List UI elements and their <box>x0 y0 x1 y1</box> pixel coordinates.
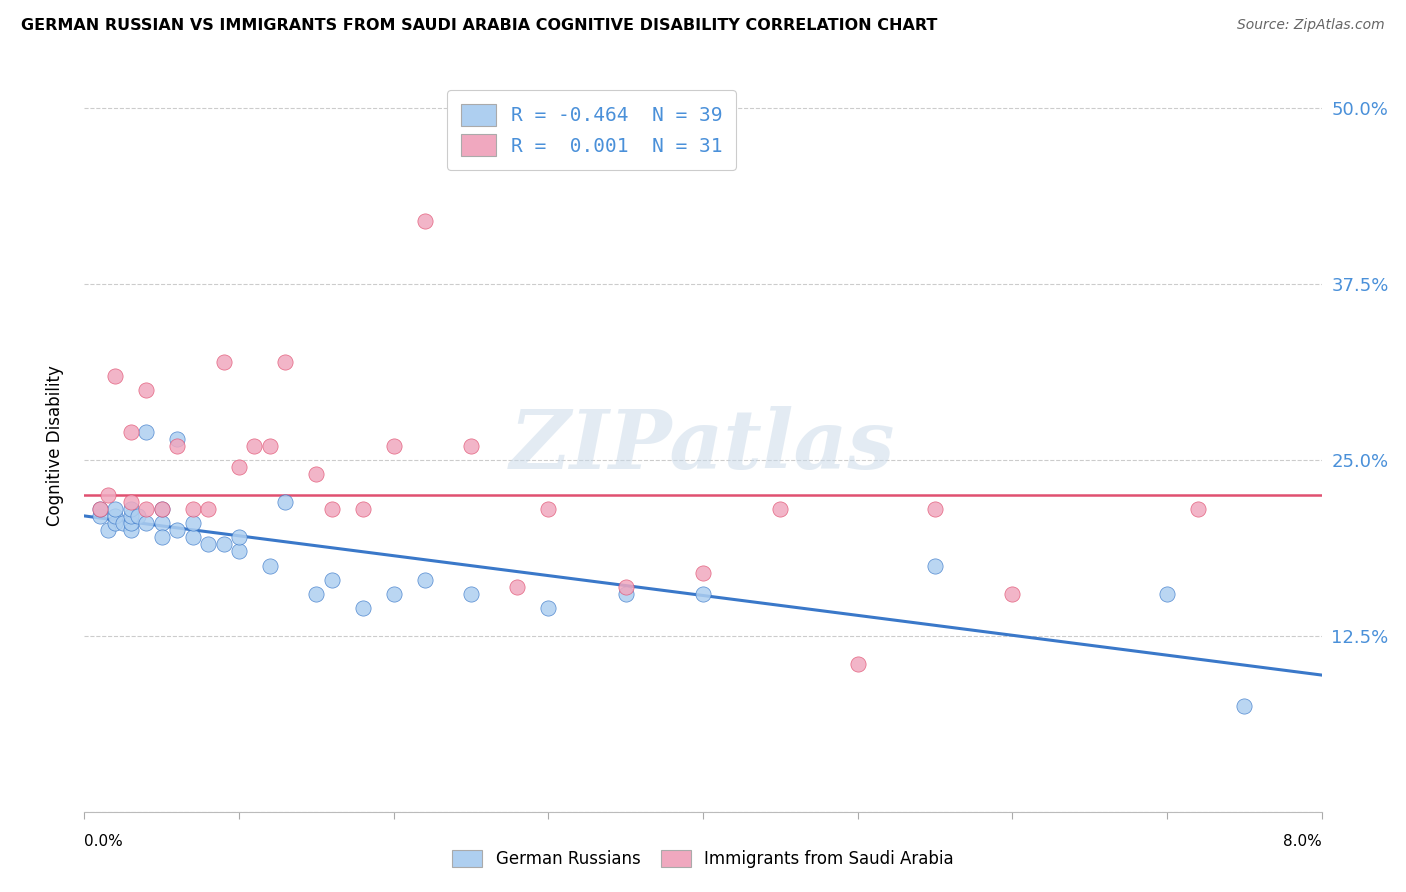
Point <box>274 495 297 509</box>
Point <box>321 573 343 587</box>
Point <box>166 432 188 446</box>
Point <box>150 502 173 516</box>
Point <box>846 657 869 671</box>
Point <box>128 509 150 524</box>
Point <box>352 600 374 615</box>
Text: 8.0%: 8.0% <box>1282 834 1322 849</box>
Point <box>769 502 792 516</box>
Point <box>96 488 120 502</box>
Point <box>305 587 328 601</box>
Point <box>212 354 235 368</box>
Point <box>135 425 157 439</box>
Point <box>259 558 281 573</box>
Point <box>104 516 127 531</box>
Point <box>1187 502 1209 516</box>
Legend: R = -0.464  N = 39, R =  0.001  N = 31: R = -0.464 N = 39, R = 0.001 N = 31 <box>447 90 737 169</box>
Text: ZIPatlas: ZIPatlas <box>510 406 896 486</box>
Text: GERMAN RUSSIAN VS IMMIGRANTS FROM SAUDI ARABIA COGNITIVE DISABILITY CORRELATION : GERMAN RUSSIAN VS IMMIGRANTS FROM SAUDI … <box>21 18 938 33</box>
Point <box>120 516 142 531</box>
Point <box>352 502 374 516</box>
Point <box>305 467 328 482</box>
Legend: German Russians, Immigrants from Saudi Arabia: German Russians, Immigrants from Saudi A… <box>446 843 960 875</box>
Point <box>413 214 436 228</box>
Point <box>104 502 127 516</box>
Point <box>150 530 173 544</box>
Point <box>120 495 142 509</box>
Point <box>135 502 157 516</box>
Text: Source: ZipAtlas.com: Source: ZipAtlas.com <box>1237 18 1385 32</box>
Point <box>924 502 946 516</box>
Point <box>120 502 142 516</box>
Point <box>135 516 157 531</box>
Point <box>197 502 219 516</box>
Point <box>692 566 714 580</box>
Point <box>614 580 637 594</box>
Y-axis label: Cognitive Disability: Cognitive Disability <box>45 366 63 526</box>
Point <box>460 439 482 453</box>
Point <box>460 587 482 601</box>
Point <box>181 502 204 516</box>
Point <box>89 509 111 524</box>
Point <box>120 524 142 538</box>
Point <box>120 509 142 524</box>
Point <box>150 516 173 531</box>
Point <box>181 516 204 531</box>
Point <box>96 524 120 538</box>
Point <box>382 587 405 601</box>
Point <box>413 573 436 587</box>
Point <box>181 530 204 544</box>
Point <box>243 439 266 453</box>
Point <box>212 537 235 551</box>
Point <box>150 502 173 516</box>
Point <box>274 354 297 368</box>
Point <box>104 368 127 383</box>
Point <box>382 439 405 453</box>
Point <box>166 524 188 538</box>
Point <box>537 502 560 516</box>
Point <box>924 558 946 573</box>
Point <box>228 544 250 558</box>
Point <box>1233 699 1256 714</box>
Point <box>89 502 111 516</box>
Point <box>228 530 250 544</box>
Point <box>537 600 560 615</box>
Point <box>259 439 281 453</box>
Point <box>197 537 219 551</box>
Point <box>120 425 142 439</box>
Point <box>89 502 111 516</box>
Point <box>506 580 529 594</box>
Point <box>228 460 250 475</box>
Point <box>112 516 135 531</box>
Point <box>614 587 637 601</box>
Point <box>321 502 343 516</box>
Point <box>692 587 714 601</box>
Point <box>1156 587 1178 601</box>
Point <box>166 439 188 453</box>
Point <box>1001 587 1024 601</box>
Point <box>104 509 127 524</box>
Point <box>135 383 157 397</box>
Text: 0.0%: 0.0% <box>84 834 124 849</box>
